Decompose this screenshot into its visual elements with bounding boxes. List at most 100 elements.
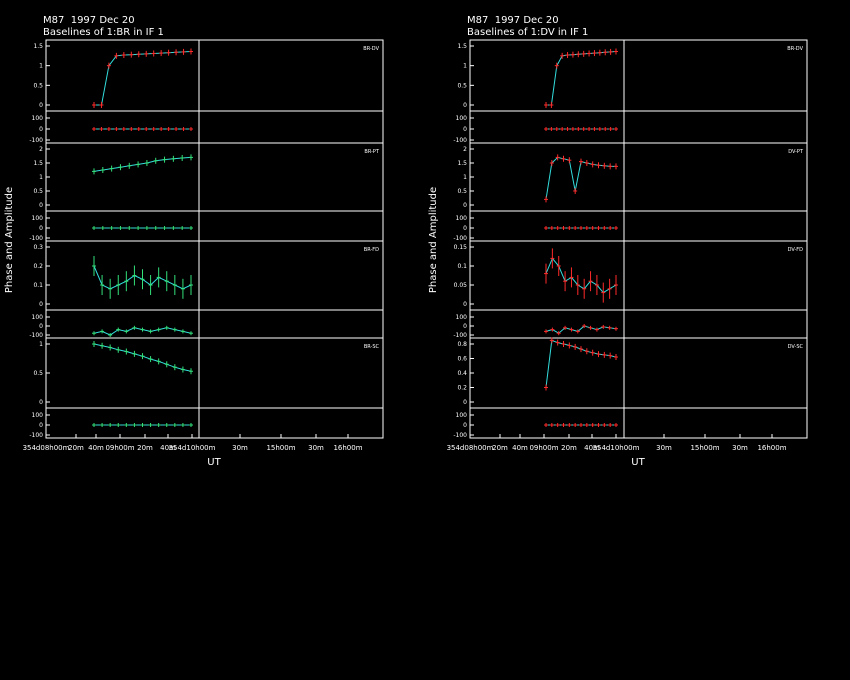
amp-tick-label: 1 [39, 174, 43, 181]
phase-tick-label: 0 [463, 323, 467, 330]
x-tick-label: 20m [561, 444, 577, 452]
x-tick-label: 354d08h00m [23, 444, 70, 452]
x-tick-label: 20m [492, 444, 508, 452]
phase-tick-label: 100 [456, 215, 468, 222]
x-tick-label: 354d10h00m [169, 444, 216, 452]
baseline-label: BR-DV [787, 46, 803, 52]
x-tick-label: 09h00m [105, 444, 134, 452]
amp-tick-label: 0.2 [457, 385, 467, 392]
right-title-line1: M87 1997 Dec 20 [467, 15, 559, 26]
amp-tick-label: 0.2 [33, 263, 43, 270]
amp-tick-label: 0.5 [33, 82, 43, 89]
x-tick-label: 15h00m [690, 444, 719, 452]
amp-tick-label: 0 [39, 202, 43, 209]
amp-tick-label: 0.3 [33, 244, 43, 251]
plot-frame [45, 39, 384, 439]
x-tick-label: 40m [88, 444, 104, 452]
phase-tick-label: 100 [32, 314, 44, 321]
amp-tick-label: 0 [39, 399, 43, 406]
phase-tick-label: -100 [29, 235, 43, 242]
model-amp-line-br-pt [93, 156, 192, 172]
amp-tick-label: 0.5 [457, 82, 467, 89]
phase-tick-label: 100 [456, 115, 468, 122]
frame-right [469, 39, 808, 439]
amp-tick-label: 0.8 [457, 341, 467, 348]
amp-tick-label: 0.1 [457, 263, 467, 270]
amp-tick-label: 0 [463, 202, 467, 209]
frame-left [45, 39, 384, 439]
x-tick-label: 20m [137, 444, 153, 452]
amp-tick-label: 0 [463, 301, 467, 308]
amp-tick-label: 1.5 [33, 160, 43, 167]
amp-tick-label: 1 [463, 63, 467, 70]
phase-tick-label: 0 [463, 422, 467, 429]
amp-tick-label: 0.5 [33, 188, 43, 195]
phase-tick-label: -100 [453, 332, 467, 339]
amp-tick-label: 1 [463, 174, 467, 181]
x-tick-label: 40m [512, 444, 528, 452]
amp-tick-label: 0.1 [33, 282, 43, 289]
phase-tick-label: 0 [39, 126, 43, 133]
x-tick-label: 354d08h00m [447, 444, 494, 452]
amp-tick-label: 0 [463, 399, 467, 406]
phase-tick-label: -100 [453, 235, 467, 242]
phase-tick-label: 100 [32, 215, 44, 222]
phase-tick-label: 0 [463, 225, 467, 232]
phase-tick-label: 0 [39, 422, 43, 429]
amp-tick-label: 1.5 [457, 43, 467, 50]
plot-frame [469, 39, 808, 439]
amp-tick-label: 0.4 [457, 370, 467, 377]
x-tick-label: 30m [656, 444, 672, 452]
phase-tick-label: -100 [453, 432, 467, 439]
model-amp-line-br-dv [546, 51, 617, 106]
amp-tick-label: 0.5 [457, 188, 467, 195]
phase-tick-label: 100 [456, 412, 468, 419]
baseline-label: DV-SC [788, 344, 804, 350]
phase-tick-label: 0 [463, 126, 467, 133]
amp-tick-label: 2 [39, 146, 43, 153]
phase-tick-label: 0 [39, 323, 43, 330]
x-axis-label: UT [207, 457, 221, 468]
baseline-label: BR-DV [363, 46, 379, 52]
amp-tick-label: 1.5 [33, 43, 43, 50]
phase-tick-label: -100 [29, 137, 43, 144]
phase-tick-label: 100 [32, 115, 44, 122]
amp-tick-label: 0.15 [454, 244, 468, 251]
model-amp-line-br-dv [94, 51, 192, 106]
phase-tick-label: 100 [456, 314, 468, 321]
x-tick-label: 15h00m [266, 444, 295, 452]
phase-tick-label: -100 [29, 432, 43, 439]
amp-tick-label: 0.5 [33, 370, 43, 377]
x-tick-label: 40m [160, 444, 176, 452]
amp-tick-label: 0 [39, 102, 43, 109]
y-axis-label: Phase and Amplitude [428, 187, 439, 293]
phase-tick-label: -100 [453, 137, 467, 144]
right-title-line2: Baselines of 1:DV in IF 1 [467, 27, 589, 38]
x-axis-label: UT [631, 457, 645, 468]
amp-tick-label: 0 [39, 301, 43, 308]
x-tick-label: 30m [308, 444, 324, 452]
x-tick-label: 09h00m [529, 444, 558, 452]
model-phase-line-dv-fd [545, 325, 617, 334]
y-axis-label: Phase and Amplitude [4, 187, 15, 293]
x-tick-label: 16h00m [757, 444, 786, 452]
amp-tick-label: 1 [39, 63, 43, 70]
x-tick-label: 30m [232, 444, 248, 452]
baseline-label: BR-FD [364, 247, 379, 253]
x-tick-label: 354d10h00m [593, 444, 640, 452]
amp-tick-label: 1 [39, 341, 43, 348]
baseline-label: DV-FD [788, 247, 804, 253]
amp-tick-label: 0.6 [457, 356, 467, 363]
phase-tick-label: 0 [39, 225, 43, 232]
baseline-label: BR-PT [364, 149, 380, 155]
x-tick-label: 30m [732, 444, 748, 452]
baseline-label: BR-SC [364, 344, 380, 350]
x-tick-label: 40m [584, 444, 600, 452]
phase-tick-label: 100 [32, 412, 44, 419]
left-title-line2: Baselines of 1:BR in IF 1 [43, 27, 164, 38]
baseline-label: DV-PT [788, 149, 804, 155]
left-title-line1: M87 1997 Dec 20 [43, 15, 135, 26]
amp-tick-label: 2 [463, 146, 467, 153]
x-tick-label: 16h00m [333, 444, 362, 452]
